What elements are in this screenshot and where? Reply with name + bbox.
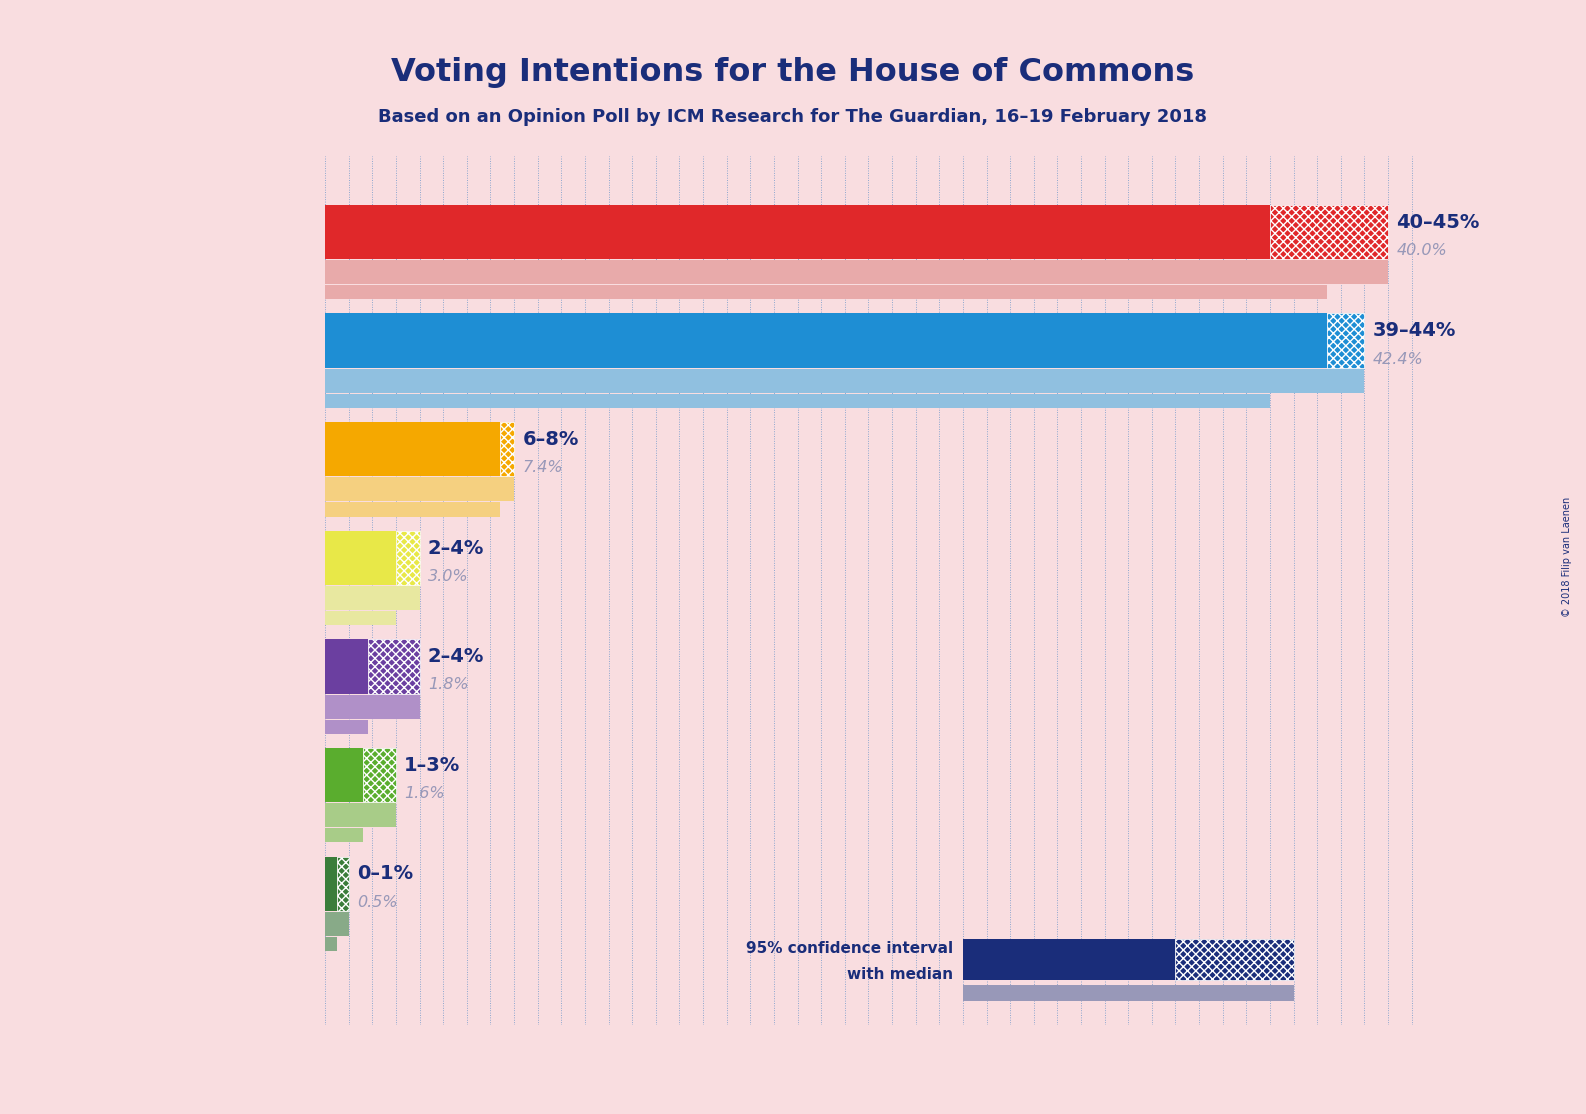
Bar: [325, 612, 396, 625]
Text: Based on an Opinion Poll by ICM Research for The Guardian, 16–19 February 2018: Based on an Opinion Poll by ICM Research…: [379, 108, 1207, 126]
Text: 42.4%: 42.4%: [1373, 352, 1424, 367]
Bar: [325, 530, 396, 585]
Bar: [325, 720, 368, 734]
Bar: [325, 285, 1326, 300]
Bar: [1270, 205, 1388, 260]
Bar: [325, 394, 1270, 408]
Text: 40–45%: 40–45%: [1396, 213, 1480, 232]
Bar: [363, 747, 396, 802]
Bar: [325, 695, 420, 719]
Text: 7.4%: 7.4%: [522, 460, 563, 476]
Bar: [396, 530, 420, 585]
Bar: [325, 937, 336, 951]
Bar: [963, 939, 1175, 980]
Bar: [325, 313, 1326, 368]
Bar: [368, 639, 420, 694]
Bar: [500, 422, 514, 477]
Text: © 2018 Filip van Laenen: © 2018 Filip van Laenen: [1562, 497, 1572, 617]
Text: 1–3%: 1–3%: [404, 755, 460, 775]
Text: 2–4%: 2–4%: [428, 647, 484, 666]
Bar: [325, 857, 336, 911]
Bar: [325, 747, 363, 802]
Text: 0.5%: 0.5%: [357, 895, 398, 910]
Text: 2–4%: 2–4%: [428, 538, 484, 558]
Bar: [325, 422, 500, 477]
Text: 95% confidence interval: 95% confidence interval: [747, 941, 953, 956]
Text: 3.0%: 3.0%: [428, 569, 468, 584]
Bar: [1175, 939, 1294, 980]
Text: with median: with median: [847, 967, 953, 983]
Bar: [325, 369, 1364, 393]
Text: 6–8%: 6–8%: [522, 430, 579, 449]
Bar: [1326, 313, 1364, 368]
Text: 1.8%: 1.8%: [428, 677, 468, 693]
Text: 0–1%: 0–1%: [357, 864, 412, 883]
Text: Voting Intentions for the House of Commons: Voting Intentions for the House of Commo…: [392, 57, 1194, 88]
Bar: [325, 912, 349, 936]
Text: 39–44%: 39–44%: [1373, 321, 1456, 341]
Text: 40.0%: 40.0%: [1396, 243, 1446, 258]
Bar: [325, 639, 368, 694]
Bar: [325, 261, 1388, 284]
Bar: [963, 985, 1294, 1001]
Text: Last result: Last result: [1088, 986, 1169, 1000]
Bar: [325, 829, 363, 842]
Bar: [325, 586, 420, 610]
Bar: [325, 478, 514, 501]
Bar: [325, 205, 1270, 260]
Bar: [325, 502, 500, 517]
Bar: [336, 857, 349, 911]
Bar: [325, 803, 396, 828]
Text: 1.6%: 1.6%: [404, 786, 446, 801]
